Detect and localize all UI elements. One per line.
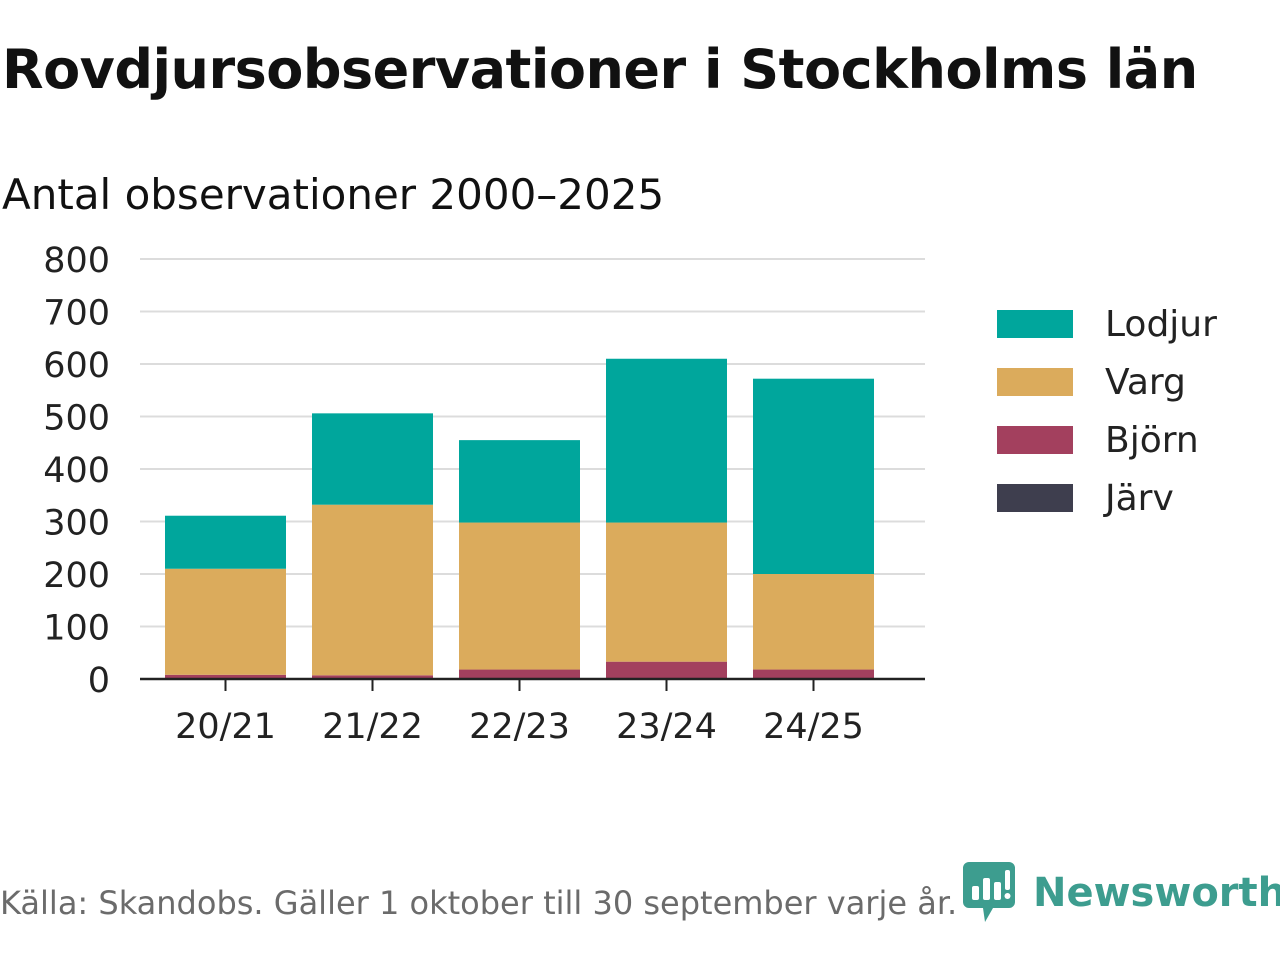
bar-björn-23-24 bbox=[606, 661, 727, 679]
legend-label: Järv bbox=[1105, 477, 1174, 519]
brand-logo: Newsworthy bbox=[963, 862, 1280, 924]
bar-björn-21-22 bbox=[312, 675, 433, 679]
legend-label: Lodjur bbox=[1105, 303, 1217, 345]
y-tick-label: 0 bbox=[88, 661, 110, 701]
chart-subtitle: Antal observationer 2000–2025 bbox=[2, 170, 665, 219]
bar-björn-24-25 bbox=[753, 669, 874, 679]
bar-varg-24-25 bbox=[753, 574, 874, 670]
x-tick-label: 24/25 bbox=[763, 707, 864, 747]
legend-swatch bbox=[997, 484, 1073, 512]
bar-lodjur-24-25 bbox=[753, 378, 874, 574]
source-footnote: Källa: Skandobs. Gäller 1 oktober till 3… bbox=[0, 884, 958, 922]
y-tick-label: 100 bbox=[43, 609, 110, 649]
legend-item-björn: Björn bbox=[997, 411, 1217, 469]
x-tick-label: 21/22 bbox=[322, 707, 423, 747]
bar-björn-20-21 bbox=[165, 674, 286, 679]
bar-varg-20-21 bbox=[165, 568, 286, 675]
bar-björn-22-23 bbox=[459, 669, 580, 679]
bar-varg-22-23 bbox=[459, 522, 580, 670]
legend-swatch bbox=[997, 426, 1073, 454]
legend-item-järv: Järv bbox=[997, 469, 1217, 527]
chart-title: Rovdjursobservationer i Stockholms län bbox=[2, 38, 1198, 101]
x-tick-label: 20/21 bbox=[175, 707, 276, 747]
y-tick-label: 600 bbox=[43, 346, 110, 386]
x-tick-label: 23/24 bbox=[616, 707, 717, 747]
bar-lodjur-22-23 bbox=[459, 440, 580, 523]
bar-lodjur-20-21 bbox=[165, 515, 286, 569]
bar-varg-23-24 bbox=[606, 522, 727, 662]
x-tick-label: 22/23 bbox=[469, 707, 570, 747]
legend: Lodjur Varg Björn Järv bbox=[997, 295, 1217, 527]
y-tick-label: 300 bbox=[43, 504, 110, 544]
y-tick-label: 400 bbox=[43, 451, 110, 491]
bar-varg-21-22 bbox=[312, 504, 433, 676]
y-tick-label: 800 bbox=[43, 241, 110, 281]
legend-label: Varg bbox=[1105, 361, 1186, 403]
legend-item-lodjur: Lodjur bbox=[997, 295, 1217, 353]
bar-lodjur-21-22 bbox=[312, 413, 433, 505]
newsworthy-logo-icon bbox=[963, 862, 1015, 922]
y-tick-label: 500 bbox=[43, 399, 110, 439]
brand-name: Newsworthy bbox=[1033, 870, 1280, 916]
bar-lodjur-23-24 bbox=[606, 358, 727, 523]
legend-swatch bbox=[997, 368, 1073, 396]
y-tick-label: 200 bbox=[43, 556, 110, 596]
y-tick-label: 700 bbox=[43, 294, 110, 334]
legend-label: Björn bbox=[1105, 419, 1199, 461]
legend-swatch bbox=[997, 310, 1073, 338]
legend-item-varg: Varg bbox=[997, 353, 1217, 411]
